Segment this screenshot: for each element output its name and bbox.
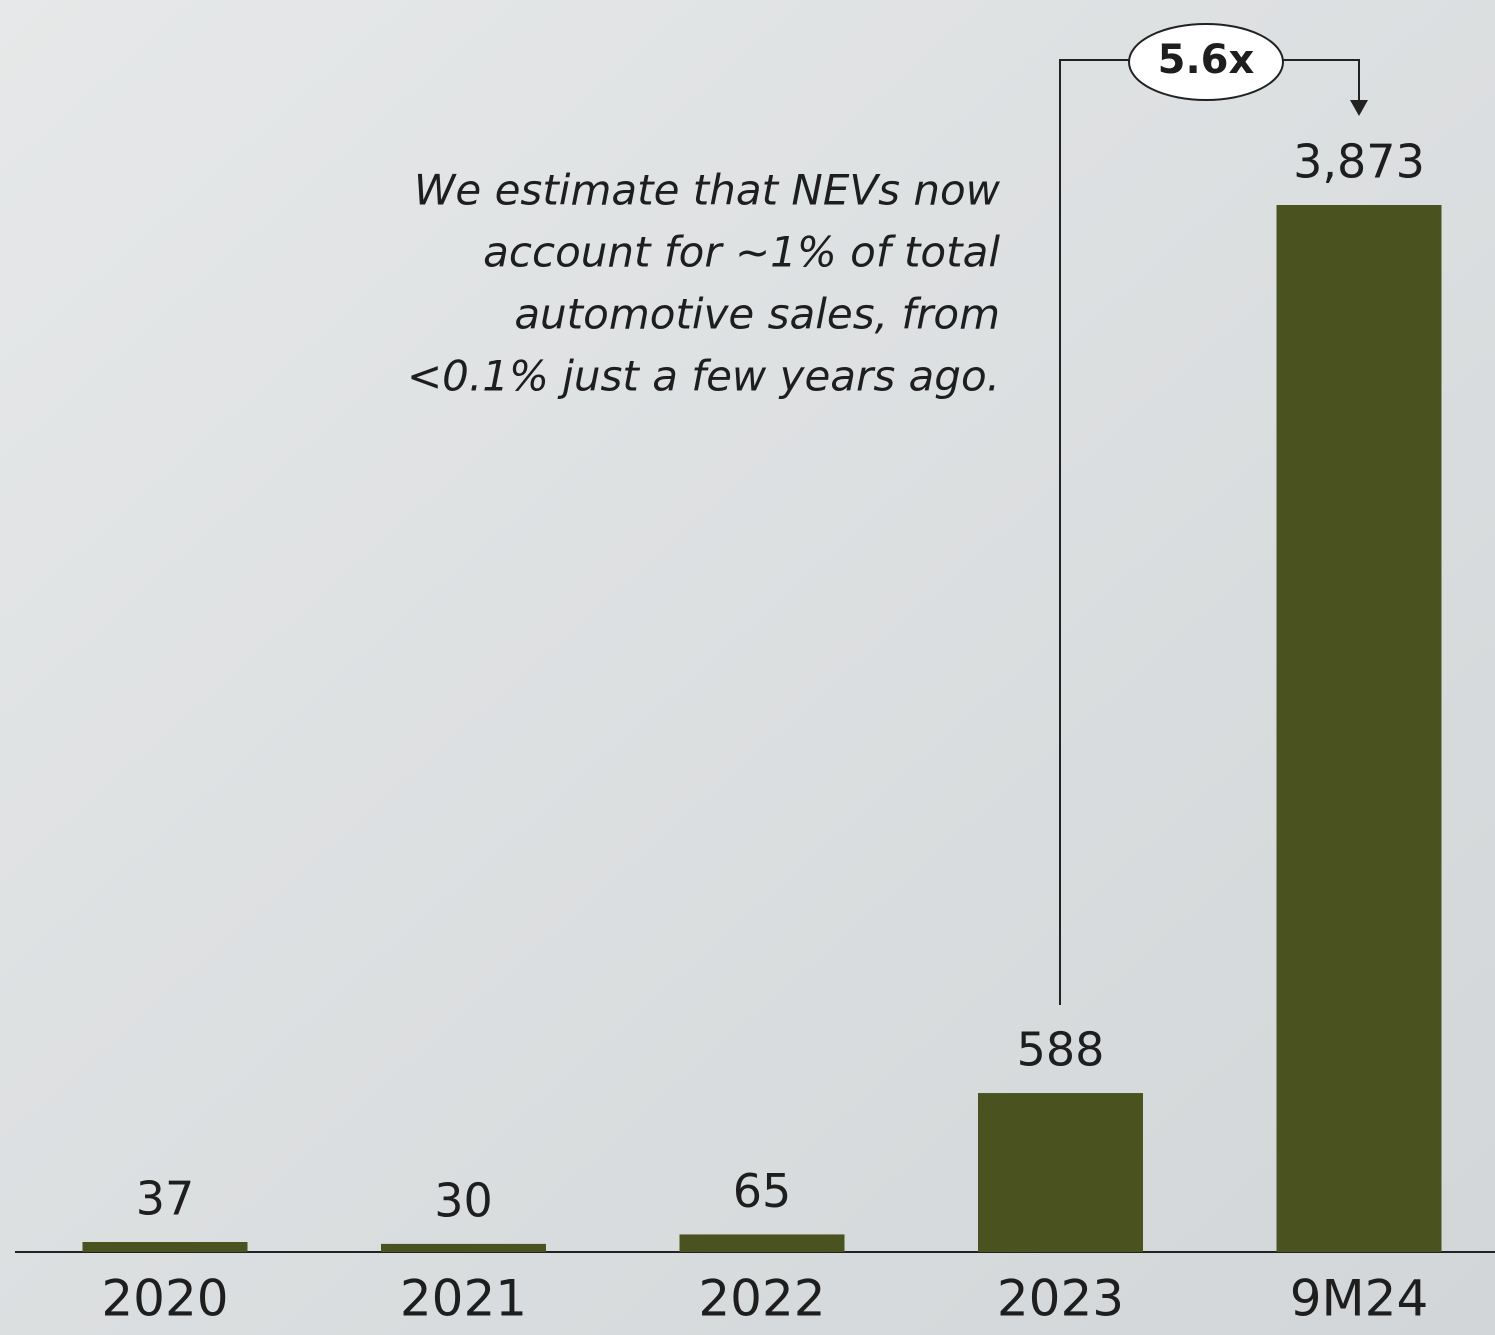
value-label: 3,873 xyxy=(1293,135,1425,189)
x-tick-label: 2021 xyxy=(400,1270,527,1328)
x-tick-label: 9M24 xyxy=(1290,1270,1429,1328)
note-line: account for ~1% of total xyxy=(483,228,1000,277)
bar xyxy=(83,1242,248,1252)
x-tick-label: 2020 xyxy=(101,1270,228,1328)
chart: 5.6x We estimate that NEVs now account fo… xyxy=(0,0,1495,1335)
bar xyxy=(978,1093,1143,1252)
note-line: <0.1% just a few years ago. xyxy=(407,352,1000,401)
value-label: 37 xyxy=(136,1171,195,1225)
bar xyxy=(680,1234,845,1252)
value-label: 30 xyxy=(434,1173,493,1227)
annotation: 5.6x xyxy=(1158,37,1255,83)
note-line: automotive sales, from xyxy=(514,290,1000,339)
bar xyxy=(1277,205,1442,1252)
x-tick-label: 2022 xyxy=(698,1270,825,1328)
bar xyxy=(381,1244,546,1252)
note-line: We estimate that NEVs now xyxy=(414,166,1001,215)
page: {"chart_data": {"type": "bar", "categori… xyxy=(0,0,1495,1335)
value-label: 65 xyxy=(733,1164,792,1218)
x-tick-label: 2023 xyxy=(997,1270,1124,1328)
value-label: 588 xyxy=(1017,1023,1105,1077)
